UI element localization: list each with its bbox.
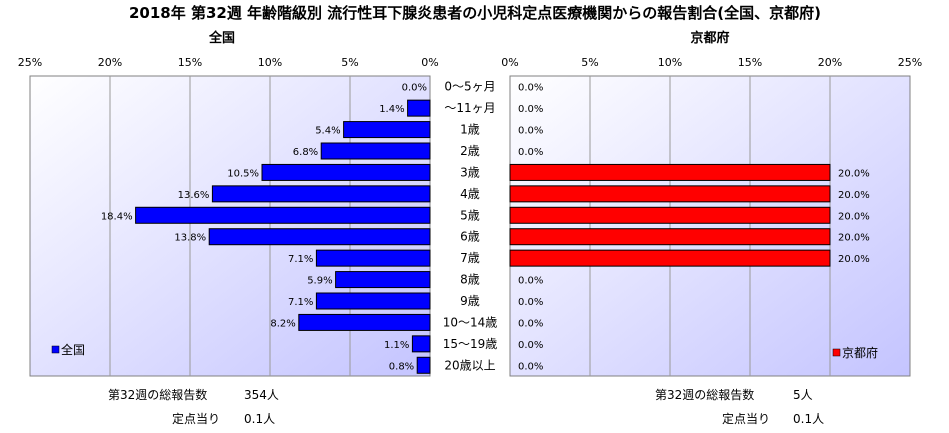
legend-kyoto: 京都府 <box>832 345 878 360</box>
national-bar <box>411 335 431 353</box>
right-panel-title: 京都府 <box>690 30 729 46</box>
right-x-tick-label: 25% <box>898 56 922 69</box>
kyoto-bar-value-label: 0.0% <box>518 340 543 351</box>
legend-kyoto-swatch <box>832 348 841 357</box>
left-x-tick-label: 10% <box>258 56 282 69</box>
left-x-tick-label: 5% <box>341 56 358 69</box>
kyoto-bar-value-label: 0.0% <box>518 83 543 94</box>
legend-national-swatch <box>51 345 60 354</box>
kyoto-bar-value-label: 20.0% <box>838 233 870 244</box>
kyoto-bar <box>509 228 831 246</box>
kyoto-bar <box>509 163 831 181</box>
national-bar <box>315 292 431 310</box>
kyoto-bar <box>509 206 831 224</box>
age-category-label: 4歳 <box>460 187 480 201</box>
national-bar <box>208 228 431 246</box>
national-bar <box>298 313 431 331</box>
right-x-tick-label: 0% <box>501 56 518 69</box>
national-bar <box>211 185 431 203</box>
national-bar-value-label: 18.4% <box>101 211 133 222</box>
national-bar <box>320 142 431 160</box>
age-category-label: 20歳以上 <box>444 358 495 372</box>
national-bar-value-label: 5.4% <box>315 126 340 137</box>
age-category-label: 6歳 <box>460 230 480 244</box>
national-bar-value-label: 13.8% <box>174 233 206 244</box>
national-bar-value-label: 5.9% <box>307 276 332 287</box>
national-bar <box>135 206 431 224</box>
kyoto-per-value: 0.1人 <box>793 412 825 426</box>
national-bar-value-label: 1.4% <box>379 104 404 115</box>
kyoto-bar-value-label: 0.0% <box>518 361 543 372</box>
kyoto-bar-value-label: 20.0% <box>838 190 870 201</box>
national-bar-value-label: 7.1% <box>288 297 313 308</box>
national-total-label: 第32週の総報告数 <box>108 388 208 402</box>
national-bar-value-label: 10.5% <box>227 168 259 179</box>
age-category-label: 5歳 <box>460 208 480 222</box>
kyoto-per-label: 定点当り <box>722 412 771 426</box>
age-category-label: 0～5ヶ月 <box>444 80 495 94</box>
left-x-tick-label: 15% <box>178 56 202 69</box>
kyoto-total-row: 第32週の総報告数 5人 <box>655 386 813 403</box>
age-category-label: 3歳 <box>460 165 480 179</box>
national-bar <box>261 163 431 181</box>
left-panel-title: 全国 <box>208 30 235 46</box>
right-x-tick-label: 10% <box>658 56 682 69</box>
age-category-label: 2歳 <box>460 144 480 158</box>
national-bar-value-label: 0.0% <box>402 83 427 94</box>
legend-kyoto-label: 京都府 <box>842 345 878 360</box>
national-bar <box>335 271 431 289</box>
kyoto-bar-value-label: 0.0% <box>518 104 543 115</box>
kyoto-bar-value-label: 20.0% <box>838 168 870 179</box>
kyoto-bar-value-label: 0.0% <box>518 276 543 287</box>
national-bar <box>416 356 431 374</box>
kyoto-bar <box>509 185 831 203</box>
legend-national: 全国 <box>51 342 85 357</box>
national-total-value: 354人 <box>244 388 279 402</box>
left-x-tick-label: 20% <box>98 56 122 69</box>
national-bar-value-label: 0.8% <box>389 361 414 372</box>
left-x-tick-label: 25% <box>18 56 42 69</box>
national-bar-value-label: 13.6% <box>178 190 210 201</box>
kyoto-bar-value-label: 20.0% <box>838 254 870 265</box>
kyoto-bar-value-label: 0.0% <box>518 318 543 329</box>
national-bar <box>343 121 431 139</box>
national-bar <box>407 99 431 117</box>
kyoto-bar-value-label: 0.0% <box>518 297 543 308</box>
national-bar-value-label: 7.1% <box>288 254 313 265</box>
kyoto-bar-value-label: 0.0% <box>518 126 543 137</box>
right-x-tick-label: 5% <box>581 56 598 69</box>
kyoto-per-row: 定点当り 0.1人 <box>722 410 824 427</box>
age-category-label: 15～19歳 <box>443 337 498 351</box>
age-category-label: 8歳 <box>460 273 480 287</box>
age-category-label: 1歳 <box>460 123 480 137</box>
age-category-label: 10～14歳 <box>443 315 498 329</box>
national-bar-value-label: 8.2% <box>270 318 295 329</box>
national-total-row: 第32週の総報告数 354人 <box>108 386 279 403</box>
age-category-label: ～11ヶ月 <box>444 101 495 115</box>
kyoto-total-value: 5人 <box>793 388 813 402</box>
legend-national-label: 全国 <box>61 342 85 357</box>
chart-title: 2018年 第32週 年齢階級別 流行性耳下腺炎患者の小児科定点医療機関からの報… <box>129 4 821 22</box>
national-per-label: 定点当り <box>172 412 221 426</box>
left-x-tick-label: 0% <box>421 56 438 69</box>
kyoto-total-label: 第32週の総報告数 <box>655 388 755 402</box>
age-category-label: 7歳 <box>460 251 480 265</box>
right-x-tick-label: 15% <box>738 56 762 69</box>
kyoto-bar <box>509 249 831 267</box>
national-per-row: 定点当り 0.1人 <box>172 410 275 427</box>
age-category-label: 9歳 <box>460 294 480 308</box>
national-bar-value-label: 1.1% <box>384 340 409 351</box>
national-bar-value-label: 6.8% <box>293 147 318 158</box>
kyoto-bar-value-label: 20.0% <box>838 211 870 222</box>
kyoto-bar-value-label: 0.0% <box>518 147 543 158</box>
national-bar <box>315 249 431 267</box>
national-per-value: 0.1人 <box>244 412 276 426</box>
right-x-tick-label: 20% <box>818 56 842 69</box>
left-plot-area <box>29 75 431 377</box>
right-plot-area <box>509 75 911 377</box>
